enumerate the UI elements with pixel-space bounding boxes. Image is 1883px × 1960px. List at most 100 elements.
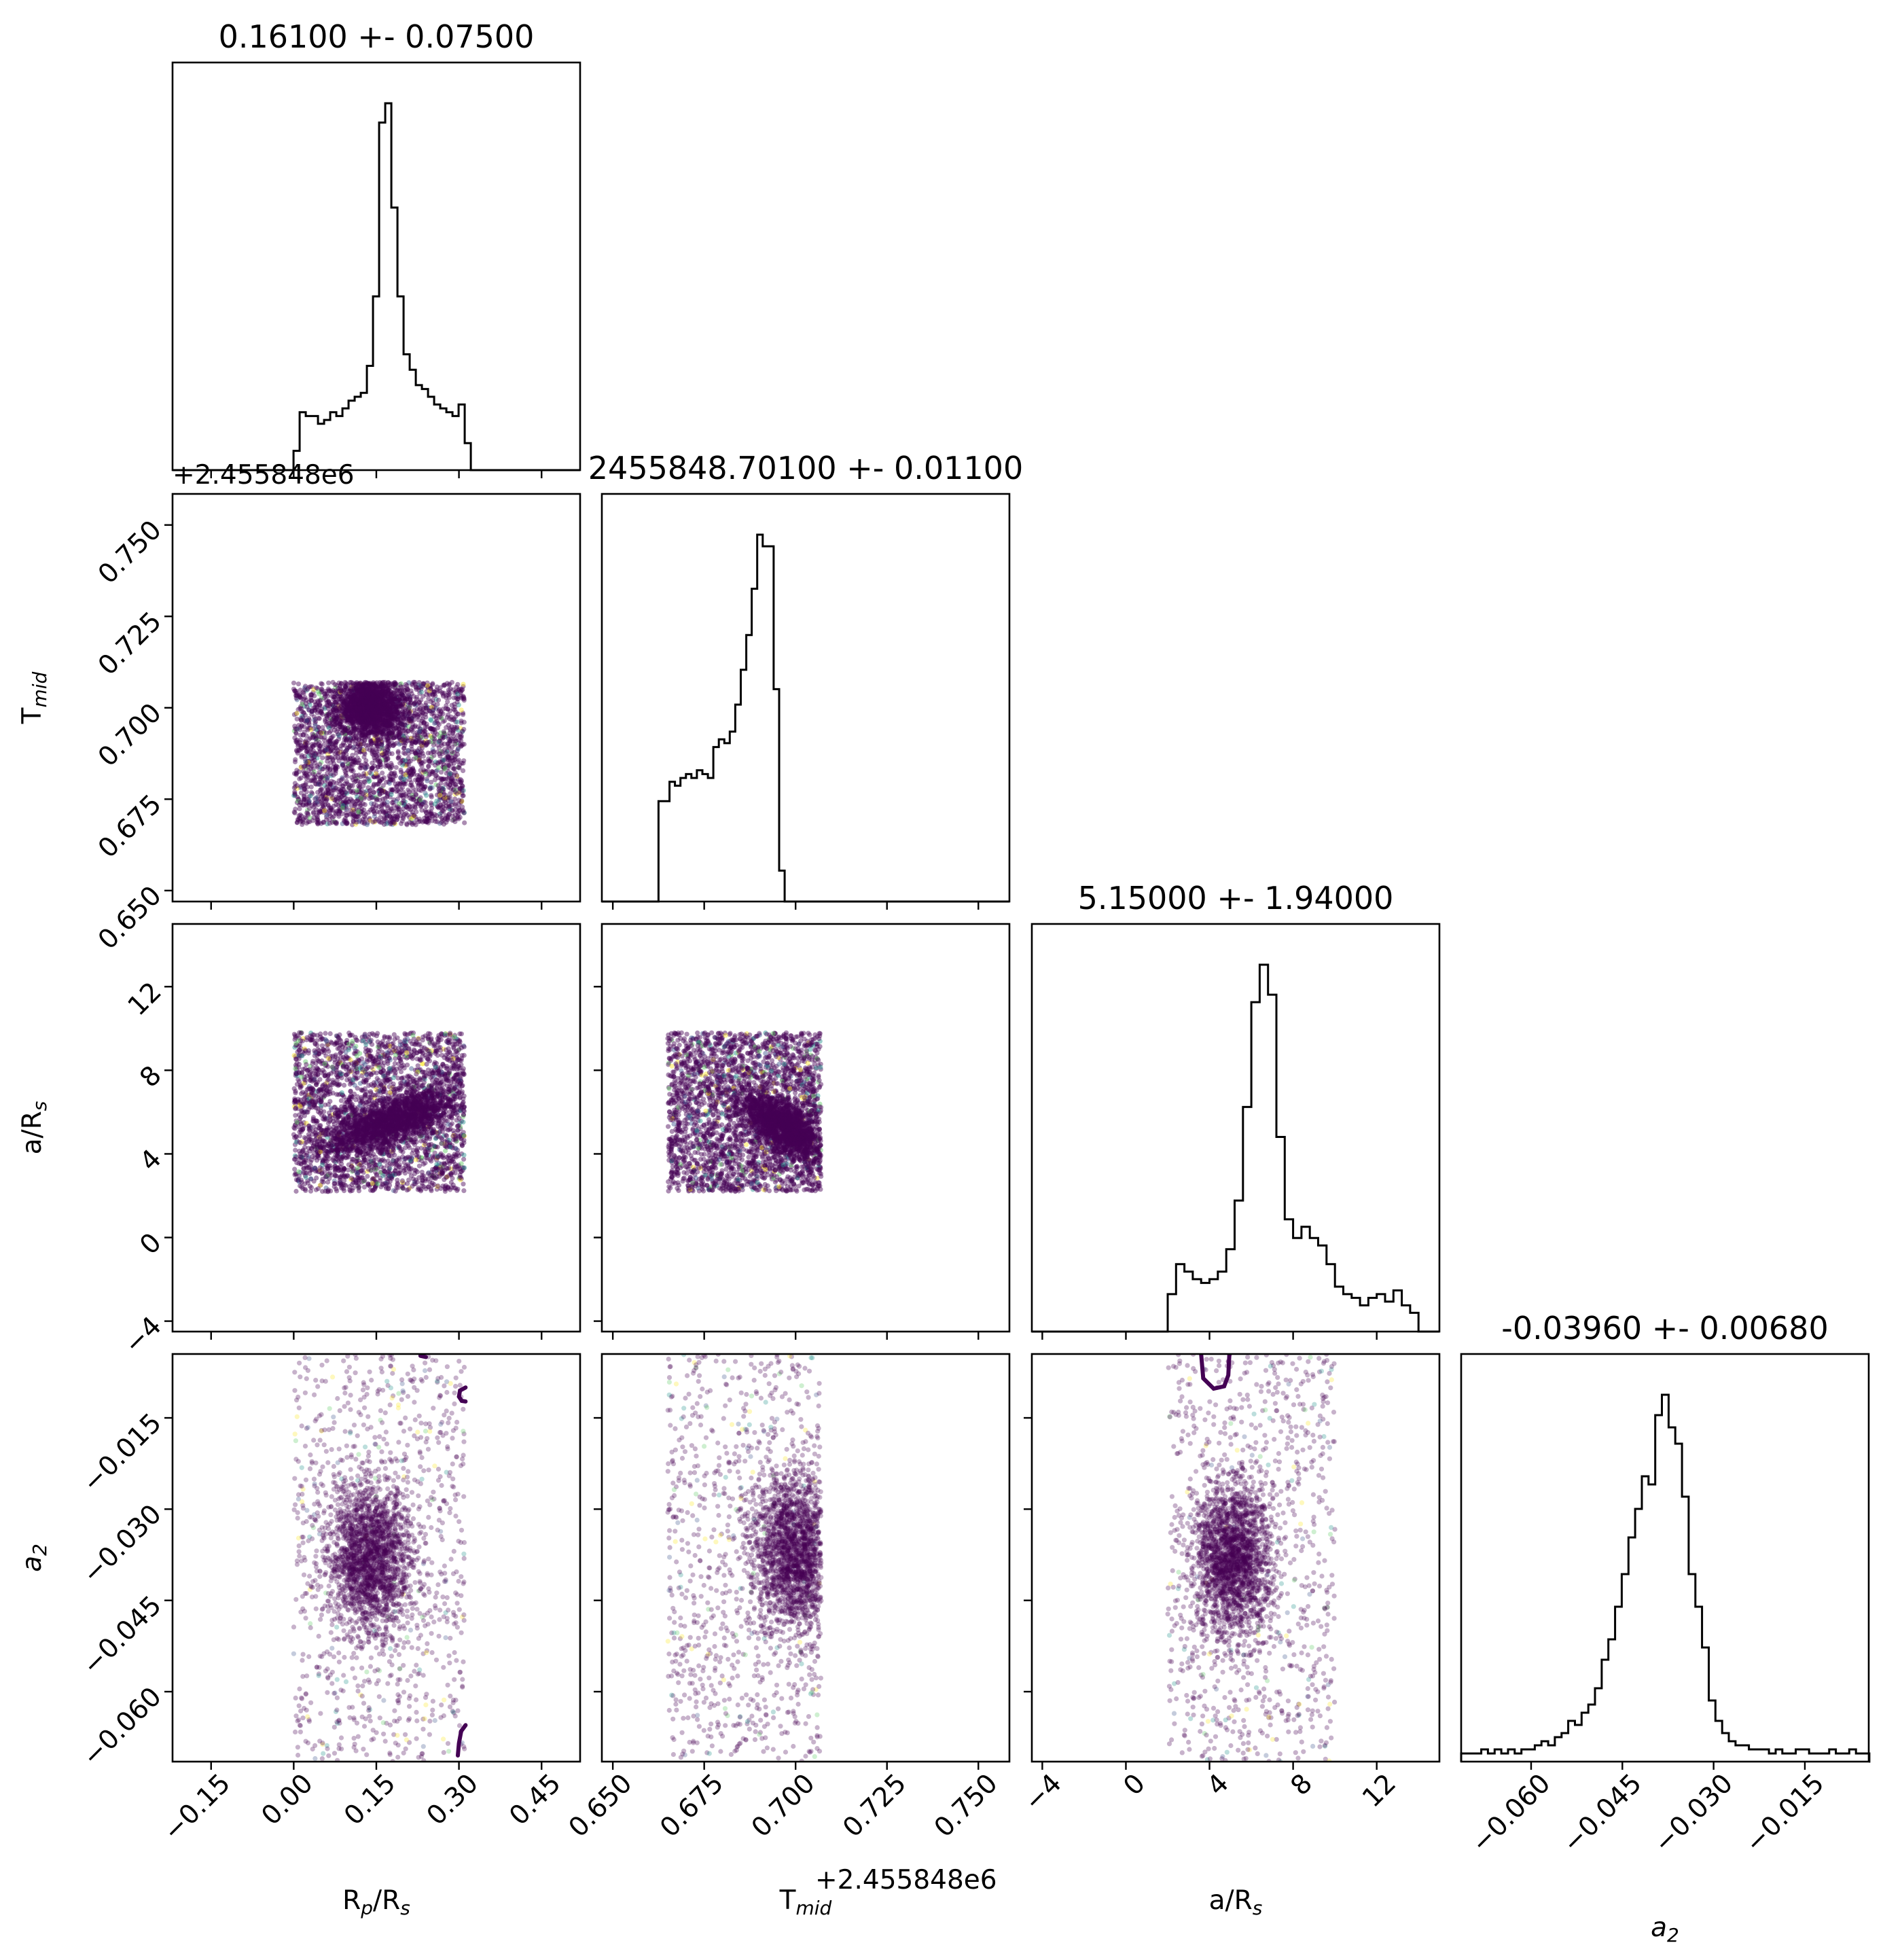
scatter-point xyxy=(451,695,456,700)
scatter-point xyxy=(367,700,373,707)
scatter-point xyxy=(336,811,342,817)
scatter-point xyxy=(292,688,298,694)
scatter-point xyxy=(341,711,346,717)
scatter-point xyxy=(385,740,391,745)
scatter-point xyxy=(339,696,344,702)
scatter-point xyxy=(376,781,381,786)
scatter-point xyxy=(455,747,461,752)
scatter-point xyxy=(371,774,376,779)
scatter-point xyxy=(375,702,381,708)
scatter-point xyxy=(342,802,347,807)
scatter-point xyxy=(445,814,450,819)
scatter-point xyxy=(310,705,316,711)
scatter-point xyxy=(423,715,429,720)
scatter-point xyxy=(396,755,401,761)
scatter-point xyxy=(398,781,404,786)
scatter-point xyxy=(389,751,395,756)
scatter-point xyxy=(350,697,355,702)
scatter-point xyxy=(449,755,454,761)
scatter-point xyxy=(387,725,392,731)
scatter-point xyxy=(301,710,306,716)
scatter-point xyxy=(444,819,449,825)
scatter-point xyxy=(344,820,350,825)
scatter-point xyxy=(442,732,448,737)
scatter-point xyxy=(372,758,378,763)
scatter-point xyxy=(345,725,351,730)
scatter-point xyxy=(430,749,435,755)
scatter-point xyxy=(391,774,397,779)
scatter-point xyxy=(344,738,349,743)
scatter-point xyxy=(391,680,397,685)
scatter-point xyxy=(454,748,460,753)
scatter-point xyxy=(341,804,346,809)
scatter-point xyxy=(361,754,367,760)
scatter-point xyxy=(393,683,398,689)
scatter-point xyxy=(338,718,344,724)
scatter-point xyxy=(317,775,323,781)
scatter-point xyxy=(313,743,319,748)
scatter-point xyxy=(372,790,377,796)
scatter-point xyxy=(312,754,317,760)
scatter-point xyxy=(446,695,452,700)
scatter-point xyxy=(327,715,333,721)
scatter-point xyxy=(321,819,326,825)
scatter-point xyxy=(410,797,416,802)
scatter-point xyxy=(444,681,450,686)
scatter-point xyxy=(306,812,311,817)
scatter-point xyxy=(309,709,315,714)
scatter-point xyxy=(310,735,315,741)
scatter-point xyxy=(359,762,364,768)
scatter-point xyxy=(326,688,331,693)
scatter-point xyxy=(401,812,408,817)
scatter-point xyxy=(393,765,399,770)
scatter-point xyxy=(382,692,388,697)
scatter-point xyxy=(372,719,378,725)
scatter-point xyxy=(410,766,416,772)
scatter-point xyxy=(428,733,433,738)
scatter-point xyxy=(453,801,459,806)
scatter-point xyxy=(393,692,399,698)
scatter-point xyxy=(435,761,441,766)
scatter-point xyxy=(410,681,415,687)
scatter-point xyxy=(388,820,394,826)
scatter-point xyxy=(384,733,390,738)
scatter-point xyxy=(430,735,435,741)
scatter-point xyxy=(308,778,315,783)
scatter-point xyxy=(442,765,448,770)
scatter-point xyxy=(446,690,451,696)
scatter-point xyxy=(329,783,334,788)
scatter-point xyxy=(291,785,297,791)
scatter-point xyxy=(430,747,435,752)
scatter-point xyxy=(383,764,389,769)
scatter-point xyxy=(429,779,434,785)
scatter-point xyxy=(361,783,366,789)
scatter-point xyxy=(443,777,448,782)
scatter-point xyxy=(365,764,370,770)
scatter-point xyxy=(416,783,421,789)
scatter-point xyxy=(342,805,347,810)
scatter-point xyxy=(389,698,395,704)
scatter-point xyxy=(347,789,353,795)
scatter-point xyxy=(330,796,336,801)
scatter-point xyxy=(315,814,320,819)
scatter-point xyxy=(308,752,314,758)
scatter-point xyxy=(419,709,425,715)
scatter-point xyxy=(291,728,297,734)
scatter-point xyxy=(295,751,300,756)
scatter-point xyxy=(340,761,345,766)
scatter-point xyxy=(431,742,436,747)
scatter-point xyxy=(357,681,363,687)
scatter-point xyxy=(292,735,298,741)
scatter-point xyxy=(316,798,321,804)
scatter-point xyxy=(303,683,308,689)
scatter-point xyxy=(427,772,432,777)
scatter-point xyxy=(359,733,365,738)
scatter-point xyxy=(443,795,448,800)
scatter-point xyxy=(323,789,329,795)
scatter-point xyxy=(310,818,315,823)
scatter-point xyxy=(334,750,340,755)
scatter-point xyxy=(449,679,455,685)
scatter-point xyxy=(339,715,344,721)
scatter-point xyxy=(298,812,303,817)
scatter-point xyxy=(447,726,452,731)
